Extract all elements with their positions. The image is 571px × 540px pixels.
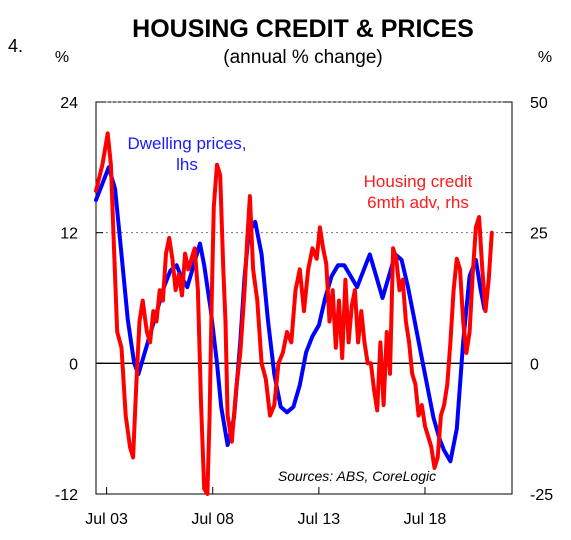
left-tick-label: -12 [55,487,78,504]
series-label-line: 6mth adv, rhs [367,193,469,212]
left-tick-label: 24 [60,95,78,112]
axis-ticks: -12 0 12 24 -25 0 25 50 Jul 03 Jul 08 Jul 13 Jul 18 [55,95,553,528]
right-tick-label: 0 [530,356,539,373]
series-label-line: Dwelling prices, [127,134,246,153]
chart-subtitle: (annual % change) [223,47,383,68]
source-note: Sources: ABS, CoreLogic [278,468,436,484]
right-tick-label: -25 [530,487,553,504]
chart-title: HOUSING CREDIT & PRICES [132,15,474,43]
right-tick-label: 50 [530,95,548,112]
x-tick-label: Jul 13 [298,511,341,528]
series-layer [94,131,494,496]
figure-number: 4. [8,36,23,56]
dwelling-prices-label: Dwelling prices, lhs [127,134,246,174]
right-tick-label: 25 [530,226,548,243]
series-label-line: lhs [176,155,198,174]
plot-frame [95,101,513,495]
x-tick-label: Jul 18 [404,511,447,528]
left-tick-label: 12 [60,226,78,243]
housing-credit-label: Housing credit 6mth adv, rhs [364,172,473,212]
housing-credit-line [94,131,494,496]
left-tick-label: 0 [69,356,78,373]
right-axis-unit: % [538,49,552,66]
left-axis-unit: % [55,49,69,66]
x-tick-label: Jul 03 [85,511,128,528]
series-label-line: Housing credit [364,172,473,191]
x-tick-label: Jul 08 [191,511,234,528]
